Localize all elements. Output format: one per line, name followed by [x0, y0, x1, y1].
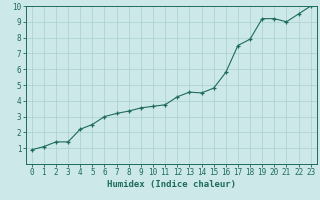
X-axis label: Humidex (Indice chaleur): Humidex (Indice chaleur) [107, 180, 236, 189]
